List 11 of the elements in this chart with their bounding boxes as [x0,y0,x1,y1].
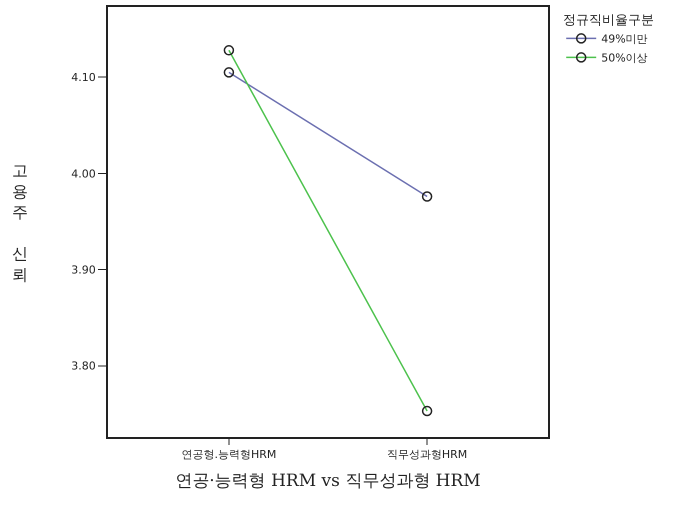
y-tick-label: 4.10 [71,71,96,84]
x-tick-label: 연공형.능력형HRM [181,448,276,462]
y-tick-label: 4.00 [71,167,96,180]
legend-label: 50%이상 [601,52,648,65]
legend-title: 정규직비율구분 [563,12,654,28]
x-tick-label: 직무성과형HRM [386,448,468,462]
y-tick-label: 3.80 [71,360,96,373]
legend-label: 49%미만 [601,32,648,46]
x-axis-title: 연공·능력형 HRM vs 직무성과형 HRM [175,471,481,492]
text: 고용주 신뢰 [12,161,28,284]
y-tick-label: 3.90 [71,263,96,276]
